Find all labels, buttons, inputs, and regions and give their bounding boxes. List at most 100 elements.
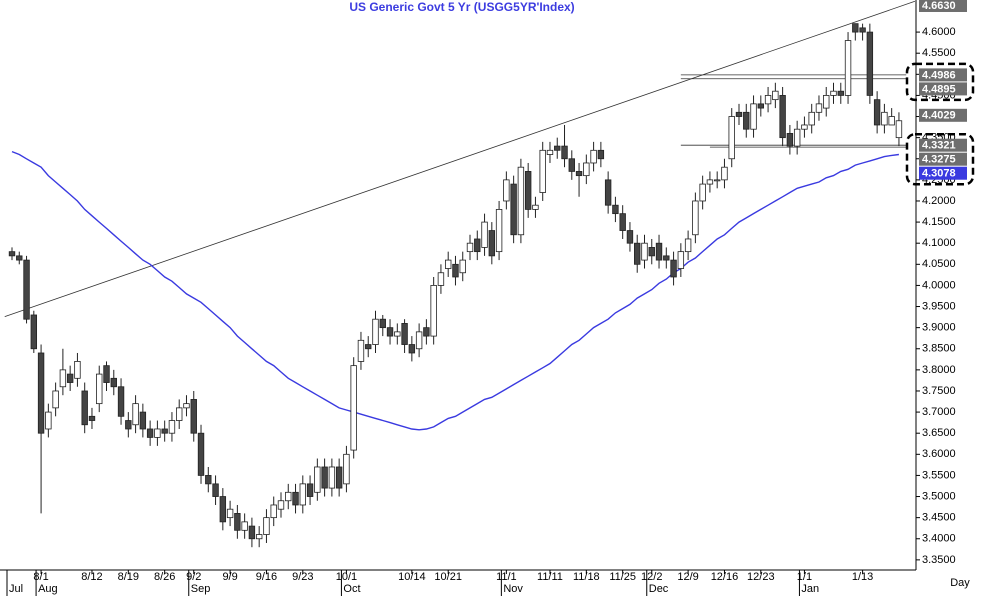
y-tick-label: 4.6000 [922,26,956,38]
candle-body [154,428,161,438]
chart-title: US Generic Govt 5 Yr (USGG5YR'Index) [349,0,574,14]
candle-body [234,513,241,531]
price-label: 4.3275 [922,154,956,166]
candle-body [401,323,408,345]
candle-body [735,111,743,117]
candle-body [750,103,757,130]
candle-body [176,407,183,421]
price-label: 4.3078 [922,168,956,180]
candle-body [561,145,568,160]
y-tick-label: 3.6500 [922,427,956,439]
candle-body [837,90,844,96]
candle-body [183,403,190,409]
candle-body [30,314,38,350]
candle-body [626,230,634,244]
candle-body [255,534,263,540]
candle-body [292,491,299,506]
month-label: Dec [649,583,669,595]
candle-body [357,339,365,362]
month-label: Aug [38,583,58,595]
price-label-box [919,108,967,122]
x-tick-label: 1/13 [852,571,873,583]
candle-body [772,90,779,101]
x-tick-label: 12/16 [711,571,739,583]
candle-body [146,428,154,438]
y-tick-label: 4.1500 [922,216,956,228]
candle-body [408,344,416,354]
candle-body [568,158,575,172]
price-label-box [919,82,967,96]
candle-body [16,255,23,261]
price-label: 4.4029 [922,110,956,122]
price-label-box [919,166,967,180]
candle-body [314,466,321,493]
month-label: Jul [9,583,23,595]
candle-body [161,428,168,434]
candle-body [546,149,554,155]
y-tick-label: 3.7500 [922,385,956,397]
price-label-box [919,68,967,82]
y-tick-label: 3.5000 [922,490,956,502]
x-tick-label: 8/19 [118,571,139,583]
candle-body [386,327,394,337]
y-tick-label: 4.0500 [922,258,956,270]
y-tick-label: 3.9000 [922,322,956,334]
price-label: 4.3321 [922,140,956,152]
candle-body [277,500,285,510]
candle-body [823,95,830,109]
x-tick-label: 9/9 [222,571,237,583]
candle-body [248,525,256,540]
candle-body [481,221,488,248]
candle-body [655,242,663,261]
candle-body [88,415,96,421]
month-label: Jan [801,583,819,595]
x-tick-label: 10/21 [434,571,462,583]
candle-body [205,475,212,485]
candle-body [597,149,605,160]
x-tick-label: 9/2 [186,571,201,583]
candle-body [554,145,561,151]
y-tick-label: 3.4500 [922,512,956,524]
candle-body [125,420,132,430]
candle-body [321,466,328,489]
candle-body [45,411,52,430]
y-tick-label: 4.0000 [922,279,956,291]
candle-body [394,331,401,337]
candle-body [139,411,147,430]
y-tick-label: 4.2000 [922,195,956,207]
price-label: 4.6630 [922,0,956,12]
candle-body [437,272,445,286]
highlight-box [905,62,975,102]
x-tick-label: 11/1 [496,571,517,583]
month-label: Oct [343,583,360,595]
candle-body [743,111,750,130]
candle-body [721,166,728,181]
candle-body [859,27,866,33]
y-tick-label: 3.7000 [922,406,956,418]
candle-body [488,230,496,257]
x-tick-label: 10/14 [398,571,426,583]
candle-body [583,162,590,177]
candle-body [590,149,597,164]
candle-body [881,111,888,126]
candle-body [692,200,699,236]
x-axis-label: Day [950,577,970,589]
x-tick-label: 11/18 [573,571,600,583]
candle-body [844,40,852,96]
x-tick-label: 1/1 [797,571,812,583]
candle-body [895,120,903,139]
candle-body [96,373,103,405]
candle-body [132,403,139,426]
candle-body [641,242,648,261]
price-label: 4.4895 [922,83,956,95]
highlight-box [905,132,975,186]
y-tick-label: 3.8500 [922,343,956,355]
candle-body [66,373,74,383]
candle-body [285,491,292,502]
candle-body [350,365,357,451]
candle-body [677,251,685,269]
candle-body [815,103,823,113]
candle-body [459,259,466,274]
